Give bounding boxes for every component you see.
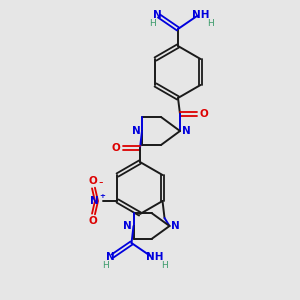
- Text: NH: NH: [146, 252, 163, 262]
- Text: O: O: [88, 216, 97, 226]
- Text: O: O: [88, 176, 97, 186]
- Text: +: +: [100, 193, 105, 199]
- Text: H: H: [161, 260, 168, 269]
- Text: H: H: [208, 19, 214, 28]
- Text: H: H: [148, 19, 155, 28]
- Text: -: -: [98, 176, 103, 190]
- Text: N: N: [106, 252, 115, 262]
- Text: N: N: [153, 10, 161, 20]
- Text: N: N: [182, 126, 190, 136]
- Text: NH: NH: [192, 10, 210, 20]
- Text: O: O: [112, 143, 120, 153]
- Text: N: N: [132, 126, 140, 136]
- Text: N: N: [123, 221, 132, 231]
- Text: H: H: [102, 260, 109, 269]
- Text: N: N: [90, 196, 99, 206]
- Text: N: N: [171, 221, 180, 231]
- Text: O: O: [200, 109, 208, 119]
